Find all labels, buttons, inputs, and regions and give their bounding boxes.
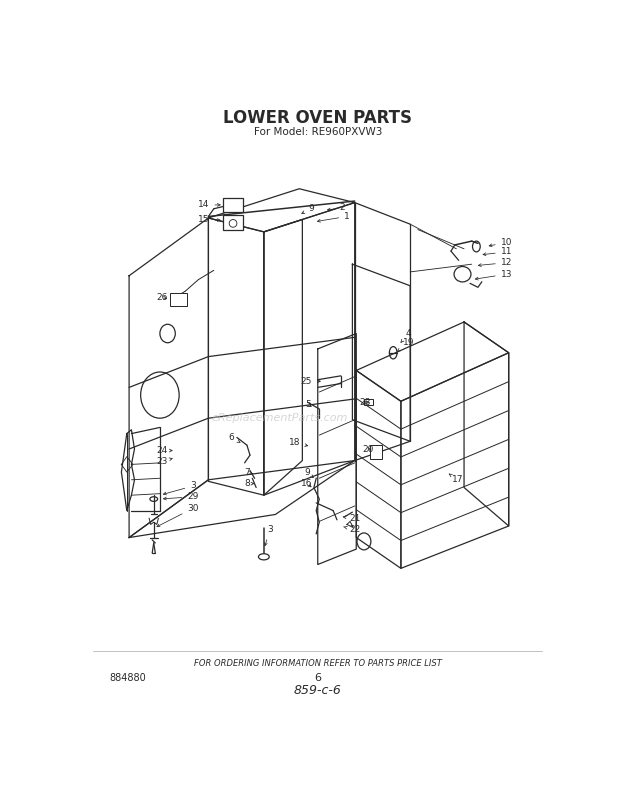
Text: 3: 3 [164,481,196,495]
Bar [370,445,382,459]
Text: 9: 9 [304,468,313,478]
Text: 8: 8 [244,480,254,488]
Text: LOWER OVEN PARTS: LOWER OVEN PARTS [223,109,412,127]
Text: 859-c-6: 859-c-6 [294,683,342,697]
Text: 6: 6 [314,673,321,683]
Text: 1: 1 [317,212,350,222]
Polygon shape [264,220,303,495]
Text: 7: 7 [244,468,252,476]
Text: 11: 11 [483,247,512,257]
Text: 17: 17 [449,474,464,484]
Text: 28: 28 [360,398,371,408]
Polygon shape [317,333,356,565]
Text: 4: 4 [401,329,412,342]
Text: 19: 19 [397,338,414,352]
Bar [170,293,187,306]
Text: FOR ORDERING INFORMATION REFER TO PARTS PRICE LIST: FOR ORDERING INFORMATION REFER TO PARTS … [194,659,441,668]
Text: 5: 5 [306,400,311,409]
Text: 22: 22 [343,525,360,534]
Text: 29: 29 [164,492,198,501]
Text: 25: 25 [301,377,321,386]
Text: 30: 30 [157,504,199,527]
Polygon shape [352,264,410,442]
Polygon shape [464,322,508,526]
Text: 15: 15 [198,215,220,224]
Text: For Model: RE960PXVW3: For Model: RE960PXVW3 [254,126,382,137]
Text: 16: 16 [301,480,312,488]
Text: 12: 12 [479,258,512,267]
Text: 26: 26 [156,293,168,302]
Text: 10: 10 [489,238,512,247]
Text: 9: 9 [302,205,314,213]
FancyBboxPatch shape [223,215,243,230]
Text: 18: 18 [289,438,308,447]
Text: 21: 21 [343,514,360,523]
FancyBboxPatch shape [223,198,243,212]
Text: 2: 2 [327,204,345,213]
Text: 23: 23 [156,457,172,466]
Polygon shape [208,218,264,495]
Polygon shape [129,461,355,537]
Text: 24: 24 [157,446,172,455]
Polygon shape [401,353,508,568]
Bar [364,399,373,405]
Polygon shape [356,371,401,568]
Text: 14: 14 [198,201,220,209]
Text: eReplacementParts.com: eReplacementParts.com [211,413,347,423]
Text: 884880: 884880 [110,673,146,683]
Polygon shape [129,218,208,537]
Polygon shape [208,189,355,231]
Polygon shape [356,322,508,401]
Text: 13: 13 [476,269,512,280]
Text: 3: 3 [265,525,273,546]
Text: 6: 6 [229,433,240,442]
Polygon shape [264,202,355,495]
Text: 20: 20 [362,445,373,453]
